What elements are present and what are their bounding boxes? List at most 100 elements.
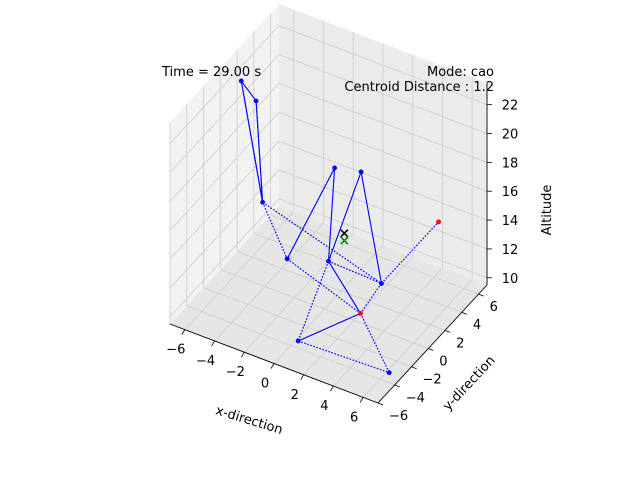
y-tick-mark [478,293,484,297]
y-tick-mark [461,311,467,315]
dotted-link [298,340,390,374]
axes-grid [169,9,488,404]
grid-z-back [278,169,488,250]
z-axis-label: Altitude [540,185,555,236]
agent-point [284,256,290,262]
centroid-distance-label: Centroid Distance : 1.2 [344,80,494,95]
y-axis-line [377,284,488,404]
dotted-link [286,167,336,260]
grid-z-left [169,54,280,173]
x-tick-mark [211,340,215,347]
agent-point [295,338,301,344]
target-marker [340,236,349,245]
grid-x-floor [362,279,473,398]
x-tick-label: −6 [166,343,185,358]
x-tick-label: 4 [320,399,328,414]
agent-point [238,78,244,84]
y-tick-mark [444,330,451,333]
grid-x-floor [303,256,414,376]
solid-link [327,167,336,262]
axes-panes [170,4,487,403]
grid-z-back [278,54,488,134]
agent-point [386,370,392,376]
x-tick-label: 0 [261,377,269,392]
z-tick-label: 12 [502,243,519,258]
y-tick-label: −2 [423,373,442,388]
solid-link [328,260,361,314]
x-tick-mark [181,329,186,335]
y-tick-mark [394,384,400,388]
grid-x-floor [184,211,295,330]
agent-markers [238,78,442,376]
solid-link [240,80,264,203]
y-tick-label: 2 [456,336,464,351]
x-tick-mark [240,352,245,358]
grid-z-back [278,111,488,192]
grid-x-floor [273,245,384,364]
y-tick-label: −6 [389,409,408,424]
z-tick-label: 20 [502,128,519,143]
grid-z-left [169,140,280,260]
dotted-link [262,201,382,284]
solid-link [240,80,257,102]
solid-link [327,171,362,262]
x-tick-mark [300,374,305,380]
mode-label: Mode: cao [427,65,494,80]
grid-x-floor [333,267,443,387]
agent-point [260,199,265,205]
z-tick-label: 16 [502,185,519,200]
solid-link [297,312,361,342]
solid-link [360,171,382,284]
grid-z-back [278,82,488,163]
grid-y-floor [270,214,479,295]
x-tick-label: 2 [291,388,299,403]
grid-z-back [278,25,488,106]
agent-point [358,311,363,316]
y-tick-label: −4 [406,391,425,406]
agent-point [358,169,364,175]
y-axis-label: y-direction [440,353,498,414]
grid-y-floor [236,251,446,331]
x-tick-label: 6 [350,410,358,425]
agent-point [379,281,384,286]
grid-z-left [169,83,280,202]
dotted-link [381,221,440,284]
y-tick-mark [428,348,434,351]
dotted-link [297,261,330,342]
target-stroke [340,236,349,245]
x-tick-mark [270,363,275,369]
grid-y-floor [253,232,462,313]
grid-y-floor [203,287,412,368]
dotted-link [262,202,288,260]
dotted-link [286,258,361,314]
z-tick-label: 14 [502,214,519,229]
grid-z-left [169,25,280,144]
y-tick-label: 4 [473,318,481,333]
y-tick-mark [377,402,384,406]
grid-z-back [278,198,488,279]
x-axis-label: x-direction [214,403,285,438]
z-tick-label: 22 [502,99,519,114]
grid-z-left [169,111,280,231]
agent-point [436,219,442,225]
grid-x-floor [243,233,354,353]
z-tick-label: 18 [502,156,519,171]
grid-z-left [169,198,280,318]
time-label: Time = 29.00 s [161,65,261,80]
centroid-marker [340,229,349,238]
x-tick-mark [330,385,334,392]
grid-y-floor [186,305,395,386]
y-tick-label: 6 [490,300,498,315]
agent-point [332,165,338,171]
agent-links [240,80,440,374]
z-tick-label: 10 [502,272,519,287]
agent-point [326,258,331,264]
agent-point [253,98,259,104]
grid-z-back [278,140,488,221]
dotted-link [359,313,390,373]
solid-link [255,100,264,203]
x-tick-mark [359,397,364,403]
x-tick-label: −4 [196,354,215,369]
x-tick-label: −2 [226,365,245,380]
